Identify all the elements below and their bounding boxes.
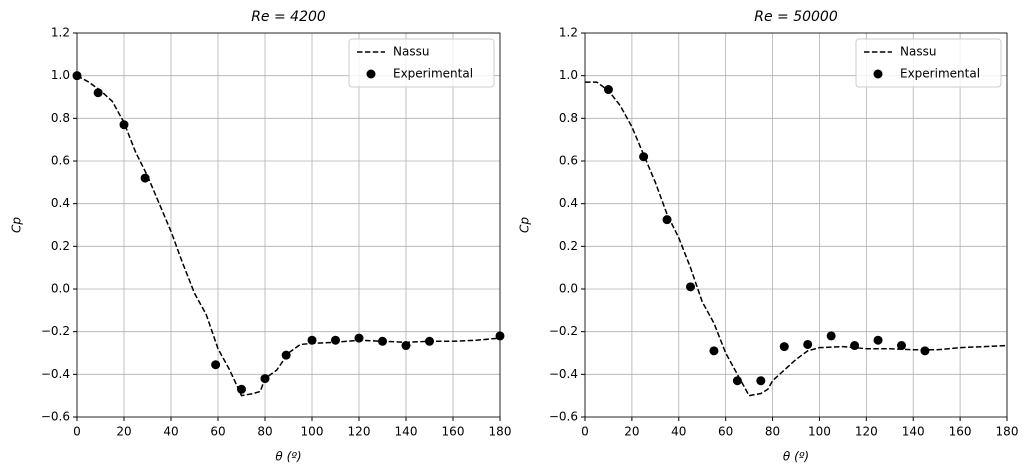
data-point [260,374,270,384]
y-tick-label: −0.6 [549,410,578,424]
y-tick-label: 0.2 [51,239,70,253]
data-point [639,152,649,162]
data-point [72,71,82,81]
y-axis-label: Cp [518,217,532,233]
data-line [585,81,1008,397]
x-tick-label: 40 [671,425,686,439]
x-tick-label: 60 [718,425,733,439]
y-tick-label: 0.8 [559,111,578,125]
plot-frame [76,32,501,418]
chart-title: Re = 50000 [754,9,838,25]
y-tick-label: −0.6 [41,410,70,424]
y-tick-label: 0.0 [559,282,578,296]
y-tick-label: 1.0 [51,68,70,82]
data-point [331,335,340,345]
data-point [307,335,317,345]
x-tick-label: 100 [301,425,324,439]
data-point [140,173,150,183]
legend-label: Experimental [393,67,473,81]
data-point [425,336,434,346]
data-point [662,215,672,225]
data-point [920,346,930,356]
y-tick-label: 1.0 [559,68,578,82]
data-point [826,331,836,341]
y-tick-label: 0.2 [559,239,578,253]
legend-label: Nassu [900,45,936,59]
legend-box [855,38,1002,88]
y-tick-label: 0.6 [51,154,70,168]
y-tick-label: 1.2 [559,26,578,40]
x-tick-label: 0 [73,425,81,439]
x-tick-label: 140 [395,425,418,439]
data-point [93,88,103,98]
y-tick-label: 1.2 [51,26,70,40]
data-point [281,350,291,360]
x-tick-label: 160 [442,425,465,439]
x-tick-label: 40 [163,425,178,439]
plot-frame [584,32,1008,418]
y-tick-label: 0.4 [51,196,70,210]
y-tick-label: −0.2 [41,324,70,338]
data-point [850,341,860,351]
data-point [709,346,719,356]
y-tick-label: −0.2 [549,324,578,338]
data-point [378,336,387,346]
data-point [237,384,246,394]
y-axis-label: Cp [10,217,24,233]
y-tick-label: 0.4 [559,196,578,210]
legend-marker [366,69,376,79]
legend-box [348,38,495,88]
chart-title: Re = 4200 [251,9,326,25]
x-tick-label: 20 [116,425,131,439]
data-point [119,120,129,130]
x-tick-label: 120 [348,425,371,439]
x-axis-label: θ (º) [275,450,301,464]
legend-label: Nassu [393,45,429,59]
x-tick-label: 80 [257,425,272,439]
x-axis-label: θ (º) [783,450,809,464]
y-tick-label: −0.4 [41,367,70,381]
y-tick-label: 0.0 [51,282,70,296]
legend-label: Experimental [900,67,980,81]
data-point [354,333,364,343]
data-point [873,335,883,345]
y-tick-label: 0.8 [51,111,70,125]
legend-marker [873,69,883,79]
x-tick-label: 120 [855,425,878,439]
x-tick-label: 180 [996,425,1019,439]
x-tick-label: 60 [210,425,225,439]
x-tick-label: 80 [765,425,780,439]
x-tick-label: 0 [581,425,589,439]
y-tick-label: 0.6 [559,154,578,168]
x-tick-label: 160 [949,425,972,439]
x-tick-label: 20 [624,425,639,439]
data-point [603,85,613,95]
data-point [686,282,695,292]
x-tick-label: 180 [489,425,512,439]
data-point [897,341,906,351]
x-tick-label: 100 [808,425,831,439]
data-point [803,339,813,349]
data-point [495,331,505,341]
data-point [211,360,221,370]
data-line [76,75,501,397]
data-point [756,376,766,386]
x-tick-label: 140 [902,425,925,439]
data-point [779,342,789,352]
data-point [401,341,411,351]
data-point [732,376,742,386]
y-tick-label: −0.4 [549,367,578,381]
